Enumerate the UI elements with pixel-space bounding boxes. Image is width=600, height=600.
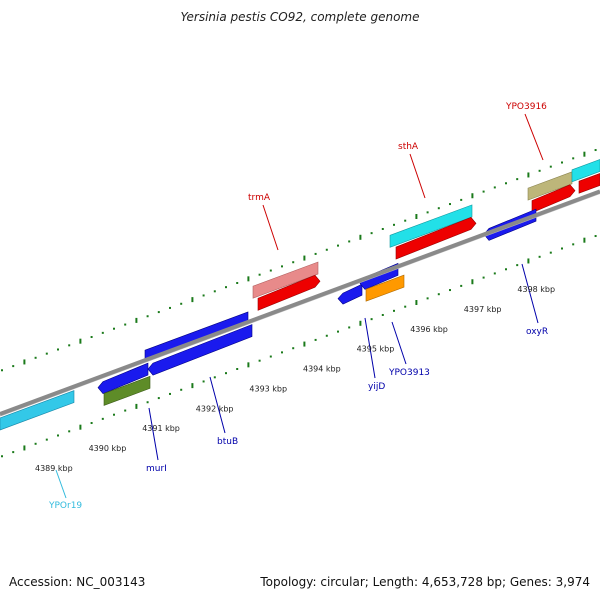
scale-label: 4398 kbp	[517, 285, 555, 294]
scale-label: 4393 kbp	[249, 384, 287, 393]
feature-YPOr19	[0, 390, 75, 431]
feature-cyan-a	[389, 204, 473, 248]
scale-label: 4391 kbp	[142, 424, 180, 433]
leader-YPO3913	[391, 321, 407, 365]
leader-btuB	[209, 376, 226, 434]
feature-YPO3913	[365, 274, 405, 302]
accession-text: Accession: NC_003143	[9, 575, 146, 589]
gene-labels: trmA sthA YPO3916 YPOr19 murI btuB yijDYPO3913…	[48, 102, 548, 511]
gene-label-YPO3913: YPO3913	[388, 368, 430, 378]
feature-red-d	[578, 173, 600, 194]
scale-label: 4394 kbp	[303, 365, 341, 374]
scale-label: 4392 kbp	[196, 404, 234, 413]
feature-YPO3916	[527, 171, 573, 201]
gene-label-YPO3916: YPO3916	[505, 102, 547, 112]
genome-backbone	[0, 189, 600, 417]
gene-label-yijD: yijD	[368, 382, 385, 392]
leader-YPOr19	[55, 469, 67, 499]
feature-rrna-pink	[252, 261, 319, 299]
leader-oxyR	[521, 263, 539, 324]
feature-murI-a	[97, 362, 149, 395]
top-tick-track	[1, 149, 597, 372]
feature-cyan-b	[571, 159, 600, 183]
gene-label-btuB: btuB	[217, 437, 238, 447]
gene-label-sthA: sthA	[398, 142, 419, 152]
leader-YPO3916	[524, 113, 544, 161]
map-title: Yersinia pestis CO92, complete genome	[180, 10, 420, 24]
backbone-line	[0, 189, 600, 416]
label-leaders	[55, 113, 544, 499]
feature-green	[103, 375, 151, 406]
feature-track	[0, 159, 600, 431]
leader-yijD	[364, 317, 376, 379]
gene-label-murI: murI	[146, 464, 167, 474]
bottom-tick-track	[1, 235, 597, 458]
genome-meta-text: Topology: circular; Length: 4,653,728 bp…	[260, 575, 590, 589]
feature-btuB-b	[147, 324, 253, 376]
leader-sthA	[409, 153, 426, 199]
feature-yijD	[337, 283, 363, 305]
leader-murI	[148, 407, 159, 461]
gene-label-YPOr19: YPOr19	[48, 501, 82, 511]
scale-labels: 4389 kbp 4390 kbp 4391 kbp 4392 kbp 4393 kbp…	[35, 285, 555, 473]
scale-label: 4389 kbp	[35, 464, 73, 473]
scale-label: 4397 kbp	[464, 305, 502, 314]
scale-label: 4390 kbp	[89, 444, 127, 453]
leader-trmA	[262, 204, 279, 251]
gene-label-trmA: trmA	[248, 193, 271, 203]
feature-trmA	[257, 274, 321, 311]
gene-label-oxyR: oxyR	[526, 327, 548, 337]
feature-sthA	[395, 217, 477, 260]
scale-label: 4395 kbp	[357, 345, 395, 354]
scale-label: 4396 kbp	[410, 325, 448, 334]
